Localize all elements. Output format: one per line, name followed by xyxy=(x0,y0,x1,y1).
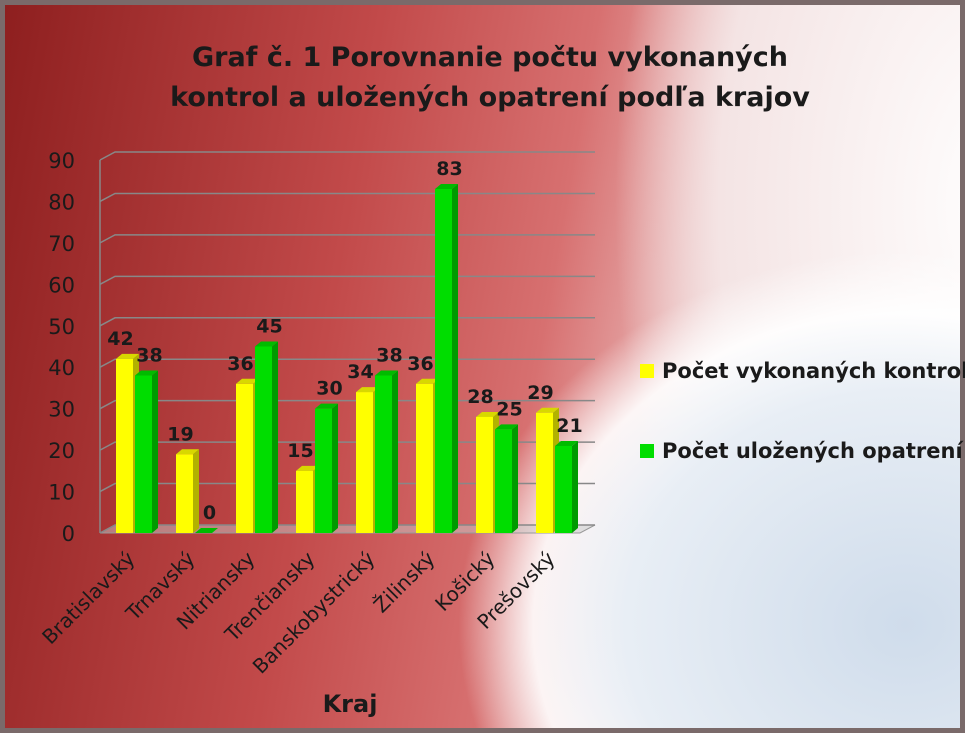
bar xyxy=(356,392,373,533)
bar-side xyxy=(572,440,578,533)
grid-line xyxy=(99,275,595,285)
y-tick-label: 60 xyxy=(48,273,75,297)
data-label: 15 xyxy=(287,440,313,462)
grid-line xyxy=(99,482,595,493)
bar xyxy=(435,189,452,533)
data-label: 36 xyxy=(227,353,253,375)
legend-swatch xyxy=(640,364,654,378)
bar-side xyxy=(392,370,398,533)
bar xyxy=(236,383,253,533)
bar xyxy=(116,358,133,533)
legend-entry: Počet vykonaných kontrol xyxy=(640,355,965,387)
grid-line xyxy=(99,151,595,161)
data-label: 38 xyxy=(136,345,162,367)
bar-top xyxy=(296,465,319,471)
bar-top xyxy=(555,440,578,446)
bar-top xyxy=(536,407,559,413)
x-tick-label: Žilinský xyxy=(369,546,440,617)
data-label: 38 xyxy=(376,345,402,367)
legend-entry: Počet uložených opatrení xyxy=(640,435,965,467)
data-label: 21 xyxy=(556,415,582,437)
bar-top xyxy=(135,370,158,376)
grid-line xyxy=(99,317,595,327)
y-tick-label: 0 xyxy=(62,522,75,546)
bar-top xyxy=(416,378,439,384)
y-tick-label: 70 xyxy=(48,232,75,256)
bar xyxy=(536,412,553,533)
data-label: 83 xyxy=(436,158,462,180)
chart-title: Graf č. 1 Porovnanie počtu vykonaných ko… xyxy=(170,42,810,113)
data-label: 36 xyxy=(407,353,433,375)
legend-label: Počet uložených opatrení xyxy=(662,439,963,463)
bar-side xyxy=(452,184,458,533)
bar-side xyxy=(332,403,338,533)
data-label: 19 xyxy=(167,423,193,445)
y-tick-label: 40 xyxy=(48,356,75,380)
bar-top xyxy=(435,184,458,190)
bar xyxy=(176,454,193,533)
bar xyxy=(416,383,433,533)
bar-top xyxy=(236,378,259,384)
bar xyxy=(135,375,152,533)
bar xyxy=(495,429,512,533)
y-tick-label: 80 xyxy=(48,190,75,214)
bar xyxy=(315,408,332,533)
bar-top xyxy=(255,341,278,347)
bar-top xyxy=(476,411,499,417)
bar-top xyxy=(375,370,398,376)
y-tick-label: 50 xyxy=(48,315,75,339)
data-label: 25 xyxy=(496,398,522,420)
data-label: 29 xyxy=(527,382,553,404)
grid-line xyxy=(99,234,595,244)
legend-swatch xyxy=(640,444,654,458)
bar-top xyxy=(495,424,518,430)
data-label: 0 xyxy=(203,502,216,524)
bar-side xyxy=(512,424,518,533)
x-tick-label: Bratislavský xyxy=(37,546,139,648)
bar xyxy=(476,416,493,533)
floor xyxy=(99,524,596,534)
bar-top xyxy=(116,353,139,359)
bar-top xyxy=(176,449,199,455)
bar xyxy=(555,445,572,533)
data-label: 45 xyxy=(256,316,282,338)
data-label: 34 xyxy=(347,361,373,383)
bar-top xyxy=(356,387,379,393)
y-tick-label: 20 xyxy=(48,439,75,463)
bar xyxy=(255,346,272,533)
legend-label: Počet vykonaných kontrol xyxy=(662,359,965,383)
x-axis-title: Kraj xyxy=(323,690,378,718)
y-tick-label: 90 xyxy=(48,149,75,173)
bar-side xyxy=(152,370,158,533)
data-label: 30 xyxy=(316,378,342,400)
y-tick-label: 10 xyxy=(48,481,75,505)
bar-top xyxy=(315,403,338,409)
bar-side xyxy=(272,341,278,533)
grid-line xyxy=(99,192,595,203)
data-label: 42 xyxy=(107,328,133,350)
y-tick-label: 30 xyxy=(48,398,75,422)
bar-side xyxy=(193,449,199,533)
bar-top xyxy=(195,528,218,533)
data-label: 28 xyxy=(467,386,493,408)
bar xyxy=(375,375,392,533)
bar xyxy=(296,470,313,533)
